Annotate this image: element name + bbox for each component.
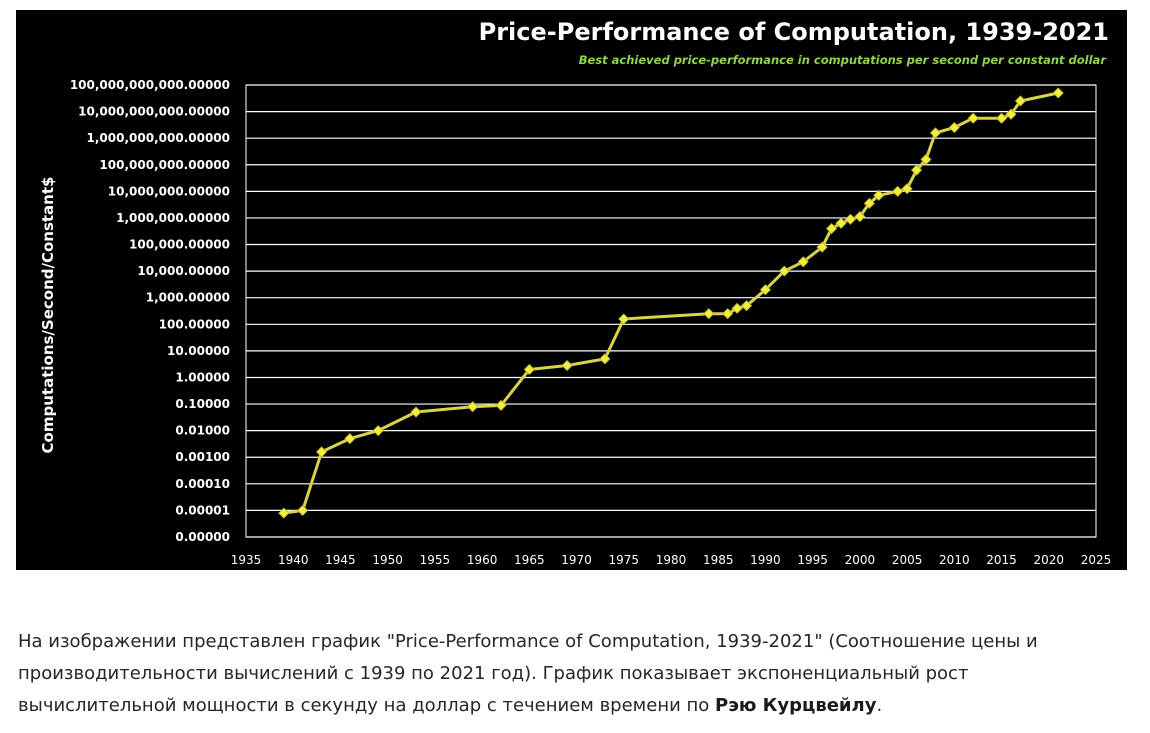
data-point (344, 433, 356, 445)
chart-panel: Price-Performance of Computation, 1939-2… (16, 10, 1127, 570)
caption-end: . (876, 695, 883, 716)
data-point (1005, 108, 1017, 120)
data-point (863, 197, 875, 209)
x-tick-label: 1980 (656, 553, 687, 567)
y-tick-label: 1,000,000,000.00000 (87, 131, 230, 145)
x-tick-label: 1975 (609, 553, 640, 567)
y-tick-label: 100,000,000.00000 (99, 158, 230, 172)
y-tick-label: 100,000,000,000.00000 (70, 78, 230, 92)
data-point (618, 313, 630, 325)
data-point (816, 241, 828, 253)
data-point (825, 223, 838, 235)
data-point (967, 112, 979, 124)
data-point (315, 446, 328, 458)
caption-paragraph: На изображении представлен график "Price… (18, 626, 1128, 722)
chart-title: Price-Performance of Computation, 1939-2… (479, 18, 1109, 46)
x-tick-label: 1970 (561, 553, 592, 567)
data-point (929, 127, 942, 139)
data-point (372, 425, 384, 437)
y-tick-label: 10.00000 (167, 344, 230, 358)
y-tick-label: 0.10000 (175, 397, 230, 411)
y-tick-label: 0.01000 (175, 424, 230, 438)
x-tick-label: 2005 (892, 553, 923, 567)
x-tick-label: 1935 (231, 553, 262, 567)
y-tick-label: 1,000,000.00000 (116, 211, 230, 225)
data-point (920, 153, 932, 166)
x-tick-label: 1950 (372, 553, 403, 567)
y-tick-label: 10,000,000,000.00000 (78, 105, 230, 119)
x-tick-label: 1960 (467, 553, 498, 567)
data-point (901, 183, 913, 195)
x-tick-label: 1945 (325, 553, 356, 567)
data-point (1052, 87, 1064, 99)
y-tick-label: 0.00100 (175, 450, 230, 464)
y-axis-label: Computations/Second/Constant$ (39, 177, 57, 454)
y-tick-label: 1,000.00000 (146, 291, 230, 305)
data-point (561, 359, 573, 372)
y-tick-label: 1.00000 (175, 370, 230, 384)
data-point (278, 507, 290, 519)
chart-subtitle: Best achieved price-performance in compu… (579, 53, 1108, 67)
data-point (892, 185, 904, 197)
x-tick-label: 1965 (514, 553, 545, 567)
x-tick-label: 1940 (278, 553, 309, 567)
x-tick-label: 2025 (1081, 553, 1112, 567)
data-point (844, 213, 857, 225)
y-tick-label: 0.00001 (175, 503, 230, 517)
x-tick-label: 2000 (845, 553, 876, 567)
x-tick-label: 2020 (1034, 553, 1065, 567)
y-tick-label: 100,000.00000 (129, 238, 230, 252)
data-point (722, 308, 734, 320)
data-point (740, 300, 753, 312)
data-point (703, 308, 715, 320)
data-point (523, 363, 535, 376)
y-tick-label: 0.00010 (175, 477, 230, 491)
data-point (910, 164, 923, 176)
data-point (297, 504, 309, 516)
data-point (731, 302, 743, 314)
data-point (410, 406, 422, 418)
data-point (854, 211, 866, 223)
x-tick-label: 1995 (797, 553, 828, 567)
series-line (283, 91, 1059, 515)
x-tick-label: 1990 (750, 553, 781, 567)
x-tick-label: 2010 (939, 553, 970, 567)
data-point (495, 399, 507, 411)
y-tick-label: 0.00000 (175, 530, 230, 544)
price-performance-chart: Price-Performance of Computation, 1939-2… (39, 18, 1112, 567)
data-point (797, 256, 809, 268)
data-point (467, 401, 479, 413)
y-tick-label: 10,000,000.00000 (108, 184, 230, 198)
y-tick-label: 100.00000 (159, 317, 230, 331)
x-tick-label: 2015 (986, 553, 1017, 567)
data-point (778, 265, 790, 277)
data-point (873, 189, 885, 201)
caption-text: На изображении представлен график "Price… (18, 631, 1038, 716)
x-tick-label: 1955 (420, 553, 451, 567)
data-point (599, 353, 611, 365)
data-point (1014, 95, 1027, 107)
data-point (995, 112, 1008, 124)
x-tick-label: 1985 (703, 553, 734, 567)
data-point (759, 284, 772, 296)
data-point (948, 121, 960, 134)
kurzweil-link[interactable]: Рэю Курцвейлу (715, 695, 877, 716)
plot-area-border (245, 84, 1097, 538)
data-point (835, 217, 847, 229)
y-tick-label: 10,000.00000 (137, 264, 230, 278)
